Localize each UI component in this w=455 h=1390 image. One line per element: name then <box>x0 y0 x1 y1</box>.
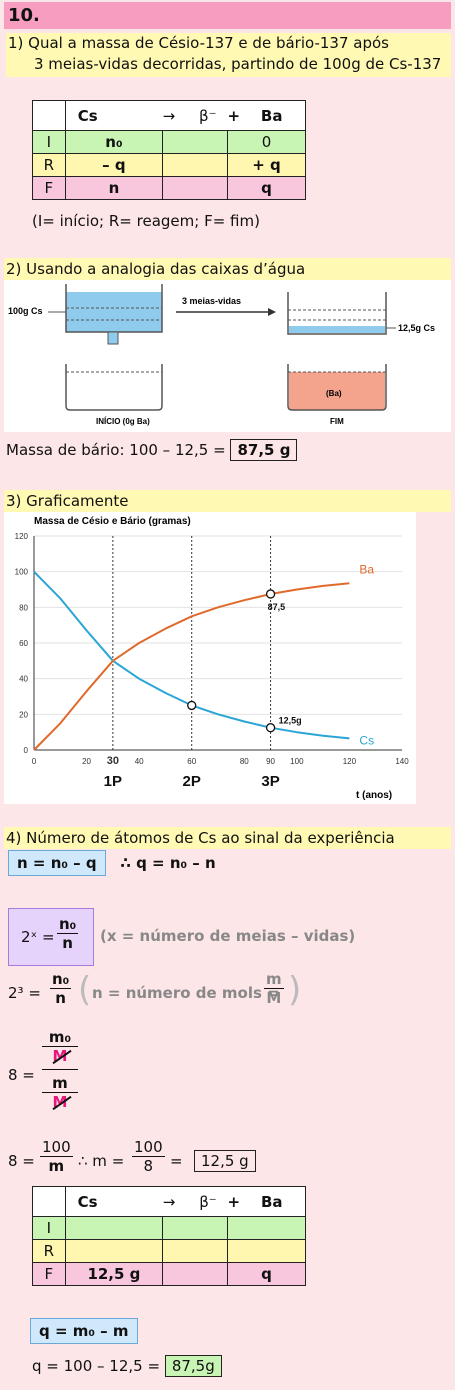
eq3-note: n = número de mols = <box>92 984 280 1002</box>
y-tick-label: 100 <box>15 568 29 577</box>
mass-chart: Massa de Césio e Bário (gramas) 0 20 40 60 8… <box>4 512 416 804</box>
y-tick-label: 20 <box>19 710 28 719</box>
table1-legend: (I= início; R= reagem; F= fim) <box>32 212 260 230</box>
x-tick-label: 20 <box>82 757 91 766</box>
mass-ba-text: Massa de bário: 100 – 12,5 = <box>6 441 226 459</box>
mass-ba-line: Massa de bário: 100 – 12,5 = 87,5 g <box>6 441 297 459</box>
eq3-lhs: 2³ = <box>8 984 41 1002</box>
eq1: n = n₀ – q ∴ q = n₀ – n <box>8 854 216 872</box>
eq4: 8 = m₀ M m M <box>6 1026 106 1126</box>
t1-row-i: I n₀ 0 <box>33 131 306 154</box>
data-point-marker <box>188 701 196 709</box>
t1-row-r: R – q + q <box>33 154 306 177</box>
question-1-line1: 1) Qual a massa de Césio-137 e de bário-… <box>8 33 451 54</box>
series-label-ba: Ba <box>359 562 374 576</box>
x-tick-label: 40 <box>135 757 144 766</box>
arrow-label: 3 meias-vidas <box>182 296 241 306</box>
eq3-paren-open: ( <box>78 970 91 1010</box>
period-label: 3P <box>261 773 279 790</box>
eq5-frac1: 100 m <box>40 1138 73 1175</box>
eq2-lhs: 2ˣ = <box>21 928 55 946</box>
eq5: 8 = 100 m ∴ m = 100 8 = 12,5 g <box>6 1138 306 1182</box>
y-tick-label: 60 <box>19 639 28 648</box>
bottom-left-label: INÍCIO (0g Ba) <box>96 417 150 426</box>
y-tick-label: 120 <box>15 532 29 541</box>
reaction-table-1: Cs → β⁻ + Ba I n₀ 0 R – q + q F n q <box>32 100 306 200</box>
bottom-right-label: FIM <box>330 417 344 426</box>
eq4-lhs: 8 = <box>8 1066 35 1084</box>
t1-head-cs: Cs <box>65 101 162 131</box>
eq7-result: 87,5g <box>165 1355 222 1377</box>
t1-row-f: F n q <box>33 177 306 200</box>
eq5-result: 12,5 g <box>194 1150 256 1172</box>
eq4-stack: m₀ M m M <box>42 1028 78 1111</box>
eq5-frac2: 100 8 <box>132 1138 165 1175</box>
t2-row-i: I <box>33 1217 306 1240</box>
eq7: q = 100 – 12,5 = 87,5g <box>32 1357 222 1375</box>
x-tick-label: 60 <box>187 757 196 766</box>
eq1-box: n = n₀ – q <box>8 850 106 876</box>
period-label: 1P <box>104 773 122 790</box>
y-tick-label: 80 <box>19 603 28 612</box>
question-1-line2: 3 meias-vidas decorridas, partindo de 10… <box>8 54 451 75</box>
y-tick-label: 40 <box>19 675 28 684</box>
question-number: 10. <box>4 2 451 29</box>
section-2-title: 2) Usando a analogia das caixas d’água <box>4 258 451 280</box>
y-tick-label: 0 <box>24 746 29 755</box>
eq3-frac: n₀ n <box>50 970 71 1007</box>
eq2-note: (x = número de meias – vidas) <box>100 927 355 945</box>
x-tick-label: 120 <box>343 757 357 766</box>
eq1-rest: ∴ q = n₀ – n <box>120 854 215 872</box>
section-4-title: 4) Número de átomos de Cs ao sinal da ex… <box>4 827 451 849</box>
t1-head-empty <box>33 101 66 131</box>
t2-row-f: F 12,5 g q <box>33 1263 306 1286</box>
x-axis-label: t (anos) <box>356 790 392 801</box>
reaction-table-2: Cs → β⁻ + Ba I R F 12,5 g q <box>32 1186 306 1286</box>
x-tick-label: 100 <box>290 757 304 766</box>
right-tank-label: 12,5g Cs <box>398 323 435 333</box>
x-tick-label: 140 <box>395 757 409 766</box>
eq6: q = m₀ – m <box>30 1322 138 1340</box>
x-tick-label: 30 <box>107 755 119 767</box>
question-1: 1) Qual a massa de Césio-137 e de bário-… <box>6 33 451 77</box>
eq3-paren-close: ) <box>288 970 301 1010</box>
x-tick-label: 90 <box>266 757 275 766</box>
x-tick-label: 80 <box>240 757 249 766</box>
section-3-title: 3) Graficamente <box>4 490 451 512</box>
data-point-label: 87,5 <box>268 602 286 612</box>
period-label: 2P <box>183 773 201 790</box>
mass-ba-result: 87,5 g <box>230 439 297 461</box>
eq2-box: 2ˣ = n₀ n <box>8 908 94 966</box>
data-point-marker <box>267 590 275 598</box>
left-tank-label: 100g Cs <box>8 306 43 316</box>
eq3: 2³ = n₀ n ( n = número de mols = m M ) <box>6 968 306 1018</box>
data-point-marker <box>267 724 275 732</box>
t1-head-ba: + Ba <box>227 101 305 131</box>
eq6-box: q = m₀ – m <box>30 1318 138 1344</box>
eq3-note-frac: m M <box>264 970 284 1007</box>
chart-title: Massa de Césio e Bário (gramas) <box>34 516 191 527</box>
x-tick-label: 0 <box>32 757 37 766</box>
right-water <box>289 326 385 333</box>
series-label-cs: Cs <box>359 733 374 747</box>
t1-head-beta: → β⁻ <box>163 101 228 131</box>
data-point-label: 12,5g <box>279 716 302 726</box>
eq2-frac: n₀ n <box>57 915 78 952</box>
water-tanks-diagram: 100g Cs 3 meias-vidas 12,5g Cs INÍCIO (0… <box>4 280 451 432</box>
ba-inner-label: (Ba) <box>326 389 342 398</box>
left-water <box>66 292 162 332</box>
t2-row-r: R <box>33 1240 306 1263</box>
